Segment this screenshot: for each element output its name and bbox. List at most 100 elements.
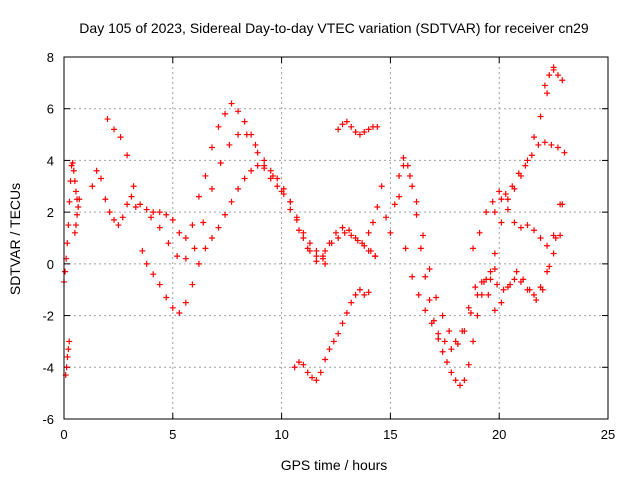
data-point: [313, 377, 320, 384]
data-point: [485, 291, 492, 298]
data-point: [348, 299, 355, 306]
data-point: [489, 198, 496, 205]
data-point: [163, 211, 170, 218]
data-point: [64, 240, 71, 247]
data-point: [280, 185, 287, 192]
data-point: [300, 229, 307, 236]
data-point: [63, 364, 70, 371]
data-point: [137, 201, 144, 208]
data-point: [222, 110, 229, 117]
data-point: [459, 328, 466, 335]
data-point: [374, 203, 381, 210]
data-point: [369, 219, 376, 226]
data-point: [169, 304, 176, 311]
data-point: [546, 263, 553, 270]
data-point: [235, 185, 242, 192]
data-point: [531, 291, 538, 298]
data-point: [65, 222, 72, 229]
data-point: [241, 118, 248, 125]
data-point: [74, 211, 81, 218]
data-point: [261, 162, 268, 169]
data-point: [235, 108, 242, 115]
data-point: [365, 289, 372, 296]
data-point: [452, 338, 459, 345]
data-point: [143, 260, 150, 267]
data-point: [322, 247, 329, 254]
data-point: [128, 193, 135, 200]
data-point: [491, 209, 498, 216]
data-point: [191, 245, 198, 252]
data-point: [306, 240, 313, 247]
data-point: [428, 320, 435, 327]
data-point: [467, 309, 474, 316]
data-point: [202, 172, 209, 179]
data-point: [189, 222, 196, 229]
y-axis-label: SDTVAR / TECUs: [7, 183, 23, 295]
plot-area-frame: [63, 56, 609, 420]
data-point: [102, 196, 109, 203]
data-point: [465, 304, 472, 311]
data-point: [448, 346, 455, 353]
data-point: [70, 167, 77, 174]
data-point: [491, 266, 498, 273]
data-point: [335, 126, 342, 133]
data-point: [150, 271, 157, 278]
data-point: [546, 72, 553, 79]
data-point: [156, 209, 163, 216]
data-point: [554, 144, 561, 151]
data-point: [75, 203, 82, 210]
data-point: [474, 312, 481, 319]
data-point: [111, 216, 118, 223]
data-point: [511, 185, 518, 192]
data-points: [61, 64, 568, 389]
data-point: [254, 162, 261, 169]
data-point: [274, 175, 281, 182]
data-point: [335, 330, 342, 337]
data-point: [66, 198, 73, 205]
data-point: [130, 183, 137, 190]
data-point: [261, 157, 268, 164]
data-point: [348, 232, 355, 239]
data-point: [235, 131, 242, 138]
data-point: [409, 273, 416, 280]
data-point: [139, 247, 146, 254]
data-point: [215, 224, 222, 231]
data-point: [472, 284, 479, 291]
data-point: [309, 374, 316, 381]
data-point: [333, 229, 339, 236]
data-point: [89, 183, 96, 190]
data-point: [544, 268, 551, 275]
data-point: [72, 188, 79, 195]
data-point: [248, 167, 255, 174]
data-point: [537, 284, 544, 291]
data-point: [435, 335, 442, 342]
data-point: [228, 100, 235, 107]
data-point: [62, 268, 69, 275]
data-point: [487, 268, 494, 275]
data-point: [217, 160, 224, 167]
data-point: [435, 330, 442, 337]
data-point: [544, 242, 551, 249]
data-point: [541, 82, 548, 89]
data-point: [226, 141, 233, 148]
data-point: [104, 116, 111, 123]
data-point: [548, 141, 555, 148]
data-point: [287, 206, 294, 213]
data-point: [550, 250, 557, 257]
data-point: [208, 185, 215, 192]
data-point: [202, 245, 209, 252]
data-point: [319, 255, 326, 262]
data-point: [396, 193, 403, 200]
data-point: [413, 211, 420, 218]
data-point: [176, 229, 183, 236]
data-point: [524, 222, 531, 229]
data-point: [439, 312, 446, 319]
data-point: [300, 361, 307, 368]
data-point: [111, 126, 118, 133]
data-point: [176, 309, 183, 316]
data-point: [367, 247, 374, 254]
y-tick-label: -2: [42, 309, 54, 324]
chart-title: Day 105 of 2023, Sidereal Day-to-day VTE…: [79, 20, 589, 36]
data-point: [274, 183, 281, 190]
data-point: [163, 294, 170, 301]
